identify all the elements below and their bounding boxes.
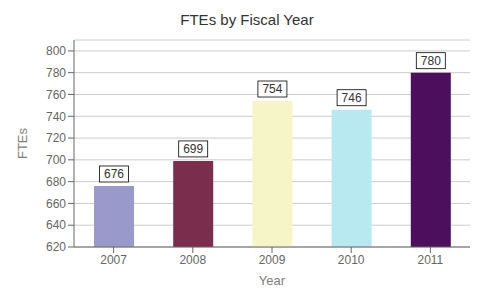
svg-text:746: 746 bbox=[342, 91, 362, 105]
svg-text:660: 660 bbox=[46, 197, 66, 211]
svg-text:780: 780 bbox=[46, 66, 66, 80]
svg-text:680: 680 bbox=[46, 175, 66, 189]
svg-text:FTEs: FTEs bbox=[15, 127, 30, 159]
svg-text:2008: 2008 bbox=[179, 253, 206, 267]
svg-text:620: 620 bbox=[46, 240, 66, 254]
svg-text:676: 676 bbox=[104, 167, 124, 181]
svg-text:699: 699 bbox=[183, 142, 203, 156]
svg-text:2007: 2007 bbox=[100, 253, 127, 267]
svg-text:740: 740 bbox=[46, 110, 66, 124]
svg-text:2011: 2011 bbox=[417, 253, 443, 267]
svg-text:754: 754 bbox=[262, 82, 282, 96]
svg-text:640: 640 bbox=[46, 218, 66, 232]
svg-text:2009: 2009 bbox=[259, 253, 286, 267]
svg-text:780: 780 bbox=[421, 54, 441, 68]
svg-text:Year: Year bbox=[259, 273, 286, 288]
svg-text:2010: 2010 bbox=[338, 253, 365, 267]
html-text:FTEs by Fiscal Year: FTEs by Fiscal Year bbox=[180, 11, 314, 28]
svg-text:700: 700 bbox=[46, 153, 66, 167]
svg-text:760: 760 bbox=[46, 88, 66, 102]
svg-text:720: 720 bbox=[46, 131, 66, 145]
svg-text:800: 800 bbox=[46, 44, 66, 58]
